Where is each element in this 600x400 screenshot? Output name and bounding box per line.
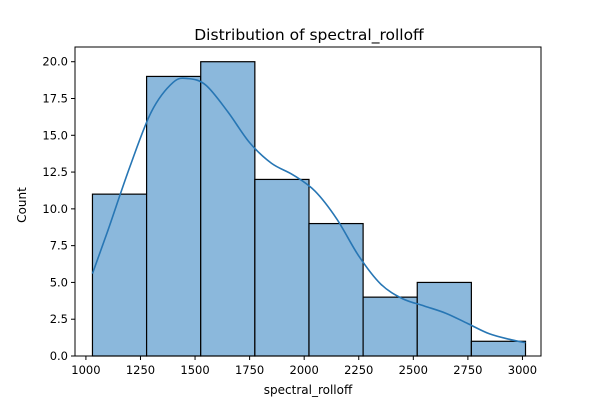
plot-frame xyxy=(74,46,542,357)
y-tick-label: 0.0 xyxy=(50,349,68,363)
histogram-bar-2 xyxy=(145,75,202,357)
y-tick-label: 2.5 xyxy=(50,312,68,326)
kde-curve-group xyxy=(91,77,526,344)
x-axis-ticks: 1000 1250 1500 1750 2000 2250 2500 2750 3000 xyxy=(71,356,537,377)
histogram-bar-1 xyxy=(91,193,148,357)
y-tick-label: 5.0 xyxy=(50,275,68,289)
x-tick-label: 3000 xyxy=(508,363,537,377)
x-axis-label: spectral_rolloff xyxy=(264,383,353,397)
histogram-bars xyxy=(91,61,527,357)
y-tick-label: 20.0 xyxy=(42,55,68,69)
x-tick-label: 1750 xyxy=(235,363,264,377)
histogram-bar-6 xyxy=(362,296,418,357)
x-tick-label: 2250 xyxy=(344,363,373,377)
y-axis-label: Count xyxy=(15,187,29,223)
x-tick-label: 1250 xyxy=(126,363,155,377)
x-tick-label: 2750 xyxy=(453,363,482,377)
chart-title: Distribution of spectral_rolloff xyxy=(194,26,424,45)
histogram-bar-4 xyxy=(254,178,310,357)
y-tick-label: 7.5 xyxy=(50,239,68,253)
x-tick-label: 2500 xyxy=(399,363,428,377)
histogram-bar-3 xyxy=(200,61,256,357)
histogram-bar-5 xyxy=(308,222,364,357)
x-tick-label: 1500 xyxy=(180,363,209,377)
y-tick-label: 12.5 xyxy=(42,165,68,179)
x-tick-label: 2000 xyxy=(290,363,319,377)
y-axis-ticks: 0.0 2.5 5.0 7.5 10.0 12.5 15.0 17.5 20.0 xyxy=(42,55,75,363)
y-tick-label: 17.5 xyxy=(42,92,68,106)
histogram-bar-7 xyxy=(416,281,472,357)
x-tick-label: 1000 xyxy=(71,363,100,377)
kde-line xyxy=(91,77,526,344)
y-tick-label: 15.0 xyxy=(42,128,68,142)
y-tick-label: 10.0 xyxy=(42,202,68,216)
histogram-bar-8 xyxy=(470,340,527,357)
